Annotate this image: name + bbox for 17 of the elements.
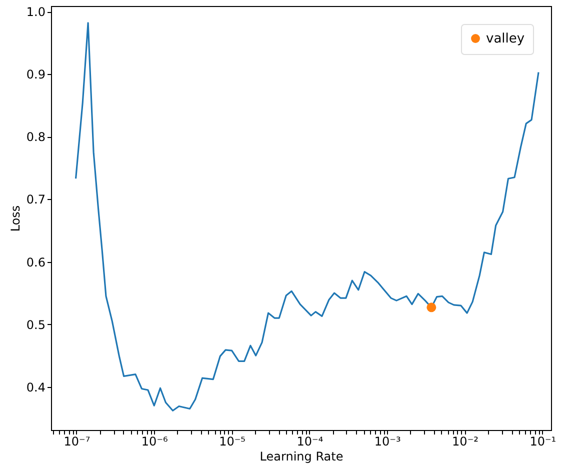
x-tick-label: 10⁻⁴: [296, 434, 324, 448]
x-tick-label: 10⁻⁶: [141, 434, 168, 448]
y-tick-label: 0.9: [26, 68, 46, 82]
y-tick-label: 0.8: [26, 130, 46, 144]
x-tick-label: 10⁻²: [452, 434, 479, 448]
y-tick-label: 0.5: [26, 318, 46, 332]
x-axis-title: Learning Rate: [260, 450, 344, 464]
y-tick-label: 0.4: [26, 380, 46, 394]
y-tick-label: 1.0: [26, 5, 46, 20]
y-tick-label: 0.7: [26, 192, 46, 207]
x-tick-label: 10⁻⁷: [64, 434, 90, 448]
x-tick-label: 10⁻¹: [530, 434, 556, 448]
y-axis-title: Loss: [8, 205, 22, 232]
y-tick-label: 0.6: [26, 255, 46, 270]
legend-label: valley: [486, 32, 525, 46]
x-tick-label: 10⁻⁵: [219, 434, 246, 448]
x-tick-label: 10⁻³: [374, 434, 401, 448]
